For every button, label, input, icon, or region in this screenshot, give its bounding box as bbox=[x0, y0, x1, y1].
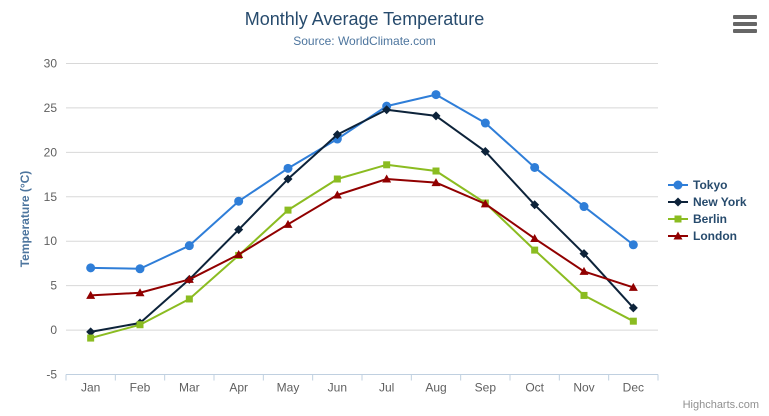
svg-text:Jul: Jul bbox=[379, 381, 394, 395]
svg-text:25: 25 bbox=[44, 101, 58, 115]
svg-text:15: 15 bbox=[44, 190, 58, 204]
svg-text:Oct: Oct bbox=[525, 381, 544, 395]
svg-text:Jan: Jan bbox=[81, 381, 100, 395]
legend-item-new-york[interactable]: New York bbox=[668, 193, 747, 210]
svg-text:Jun: Jun bbox=[328, 381, 347, 395]
legend-label: Berlin bbox=[693, 211, 728, 226]
legend-label: London bbox=[693, 228, 737, 243]
svg-text:10: 10 bbox=[44, 234, 58, 248]
svg-text:30: 30 bbox=[44, 57, 58, 71]
svg-text:20: 20 bbox=[44, 145, 58, 159]
credits-link[interactable]: Highcharts.com bbox=[682, 399, 759, 411]
svg-text:Mar: Mar bbox=[179, 381, 200, 395]
svg-text:May: May bbox=[277, 381, 300, 395]
legend-marker-square-icon bbox=[668, 215, 688, 222]
svg-text:Apr: Apr bbox=[229, 381, 248, 395]
svg-text:Nov: Nov bbox=[573, 381, 594, 395]
svg-text:-5: -5 bbox=[46, 368, 57, 382]
legend-item-berlin[interactable]: Berlin bbox=[668, 210, 747, 227]
svg-text:Sep: Sep bbox=[475, 381, 497, 395]
hamburger-menu-icon[interactable] bbox=[733, 15, 757, 33]
svg-text:5: 5 bbox=[50, 279, 57, 293]
chart-title: Monthly Average Temperature bbox=[244, 9, 485, 29]
svg-text:Aug: Aug bbox=[425, 381, 446, 395]
legend-label: Tokyo bbox=[693, 177, 728, 192]
legend: Tokyo New York Berlin London bbox=[668, 176, 747, 244]
legend-marker-circle-icon bbox=[668, 180, 688, 189]
legend-marker-diamond-icon bbox=[668, 197, 688, 206]
legend-label: New York bbox=[693, 194, 747, 209]
chart-subtitle: Source: WorldClimate.com bbox=[293, 34, 436, 48]
svg-text:0: 0 bbox=[50, 323, 57, 337]
legend-marker-triangle-icon bbox=[668, 231, 688, 239]
svg-text:Dec: Dec bbox=[623, 381, 644, 395]
legend-item-london[interactable]: London bbox=[668, 227, 747, 244]
legend-item-tokyo[interactable]: Tokyo bbox=[668, 176, 747, 193]
svg-text:Feb: Feb bbox=[130, 381, 151, 395]
